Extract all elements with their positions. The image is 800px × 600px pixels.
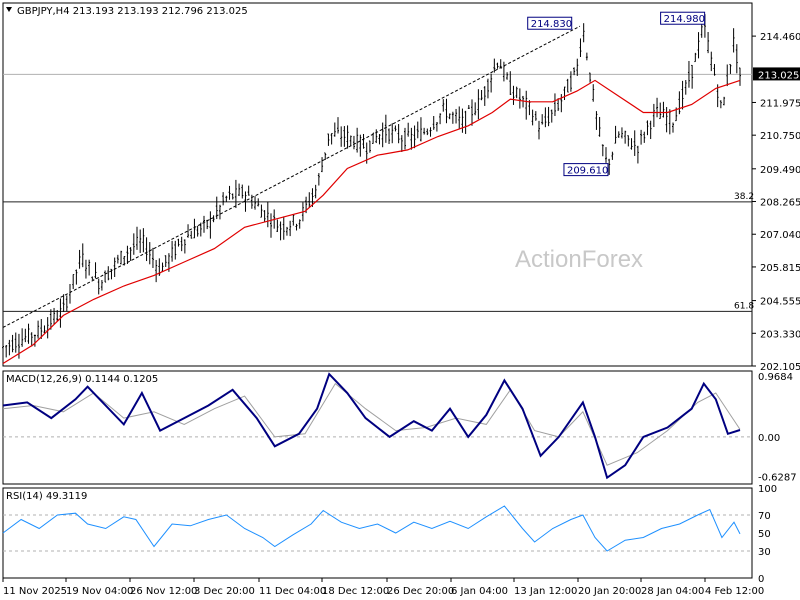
rsi-line — [2, 505, 741, 552]
x-tick-label: 3 Dec 20:00 — [194, 586, 255, 597]
macd-tick-label: 0.00 — [758, 433, 780, 444]
price-annotation-label: 214.830 — [531, 19, 572, 30]
price-annotation-label: 214.980 — [664, 14, 705, 25]
price-tick-label: 209.490 — [760, 165, 800, 176]
price-annotation-box — [527, 16, 573, 30]
macd-line — [2, 372, 741, 480]
current-price-label: 213.025 — [758, 70, 799, 81]
fib-level-label: 61.8 — [734, 301, 754, 311]
x-tick-label: 13 Jan 12:00 — [514, 586, 577, 597]
macd-tick-label: 0.9684 — [758, 372, 793, 383]
macd-tick-label: -0.6287 — [758, 472, 797, 483]
x-tick-label: 11 Dec 04:00 — [259, 586, 326, 597]
price-tick-label: 207.040 — [760, 230, 800, 241]
fib-level-label: 38.2 — [734, 192, 754, 202]
price-annotation-label: 209.610 — [567, 166, 608, 177]
rsi-tick-label: 100 — [758, 484, 777, 495]
x-tick-label: 26 Dec 20:00 — [387, 586, 454, 597]
moving-average-line — [2, 79, 741, 365]
rsi-tick-label: 0 — [758, 574, 764, 585]
rsi-title: RSI(14) 49.3119 — [6, 491, 87, 502]
price-panel-frame — [2, 2, 753, 367]
price-tick-label: 202.105 — [760, 362, 800, 373]
rsi-tick-label: 50 — [758, 529, 771, 540]
current-price-badge — [753, 67, 800, 81]
x-tick-label: 11 Nov 2025 — [3, 586, 67, 597]
price-annotation-box — [563, 163, 609, 177]
price-annotation-box — [660, 11, 706, 25]
x-tick-label: 19 Nov 04:00 — [66, 586, 133, 597]
price-tick-label: 211.975 — [760, 98, 800, 109]
rsi-panel-frame — [2, 487, 753, 579]
price-tick-label: 204.555 — [760, 297, 800, 308]
watermark: ActionForex — [515, 246, 644, 273]
macd-title: MACD(12,26,9) 0.1144 0.1205 — [6, 374, 158, 385]
macd-signal-line — [2, 382, 741, 466]
chart-header: GBPJPY,H4 213.193 213.193 212.796 213.02… — [17, 6, 248, 17]
trendline — [2, 25, 581, 328]
price-tick-label: 208.265 — [760, 198, 800, 209]
rsi-tick-label: 30 — [758, 547, 771, 558]
x-tick-label: 18 Dec 12:00 — [322, 586, 389, 597]
x-tick-label: 20 Jan 20:00 — [578, 586, 641, 597]
price-tick-label: 214.460 — [760, 32, 800, 43]
dropdown-triangle-icon — [6, 7, 12, 12]
x-tick-label: 6 Jan 04:00 — [451, 586, 508, 597]
x-tick-label: 28 Jan 04:00 — [641, 586, 704, 597]
price-tick-label: 210.750 — [760, 131, 800, 142]
rsi-tick-label: 70 — [758, 511, 771, 522]
x-tick-label: 26 Nov 12:00 — [130, 586, 197, 597]
price-tick-label: 203.330 — [760, 329, 800, 340]
macd-panel-frame — [2, 370, 753, 485]
price-tick-label: 205.815 — [760, 263, 800, 274]
x-tick-label: 4 Feb 12:00 — [705, 586, 764, 597]
